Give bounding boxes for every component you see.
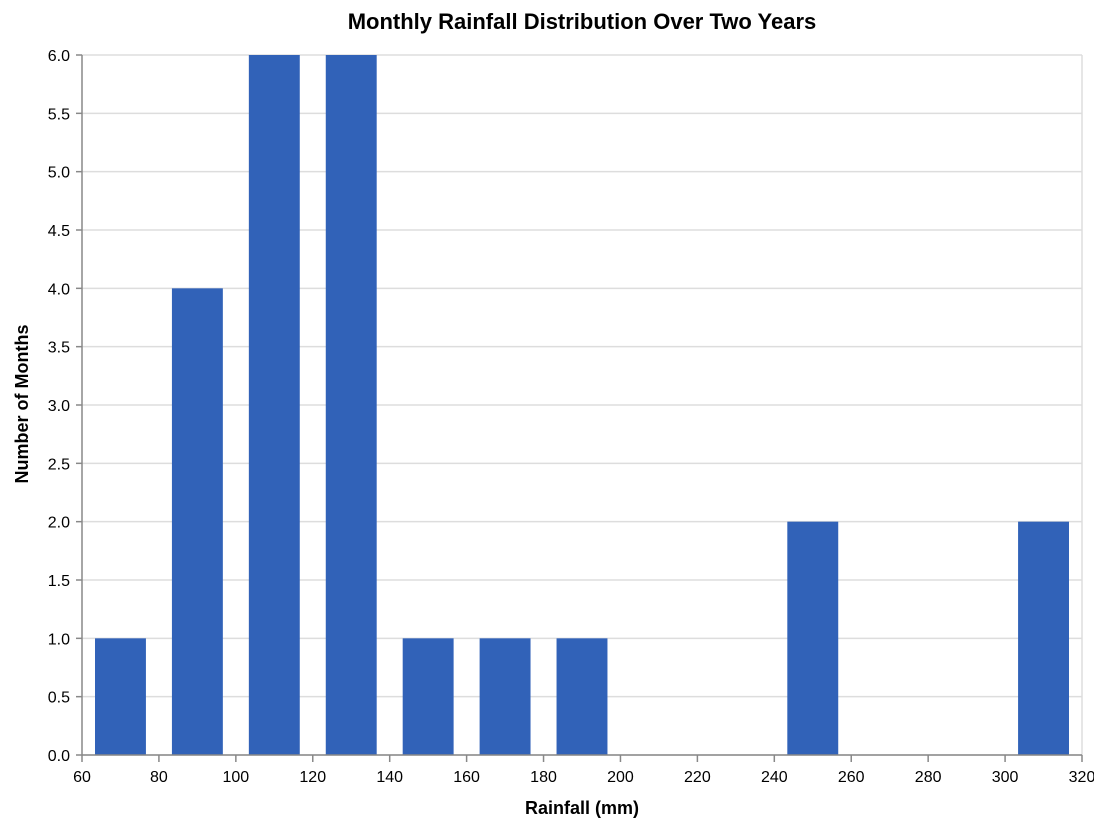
y-tick-label: 3.0 [48, 398, 70, 415]
x-tick-label: 220 [684, 769, 711, 786]
y-tick-label: 5.5 [48, 106, 70, 123]
chart-title: Monthly Rainfall Distribution Over Two Y… [348, 9, 817, 34]
x-tick-label: 300 [992, 769, 1019, 786]
x-tick-label: 280 [915, 769, 942, 786]
y-tick-label: 0.0 [48, 748, 70, 765]
x-tick-label: 240 [761, 769, 788, 786]
grid-layer [82, 54, 1083, 756]
x-tick-label: 260 [838, 769, 865, 786]
y-axis-title: Number of Months [12, 325, 32, 484]
x-tick-label: 100 [222, 769, 249, 786]
x-tick-label: 120 [299, 769, 326, 786]
histogram-bar [402, 638, 454, 755]
x-tick-label: 80 [150, 769, 168, 786]
x-tick-label: 180 [530, 769, 557, 786]
y-tick-label: 4.5 [48, 223, 70, 240]
x-tick-label: 160 [453, 769, 480, 786]
histogram-bar [95, 638, 146, 755]
y-tick-label: 1.5 [48, 573, 70, 590]
axes-layer: 0.0 0.5 1.0 1.5 2.0 2.5 3.0 3.5 4.0 4.5 5.0 5.5 6.0 6… [48, 48, 1094, 786]
x-tick-label: 320 [1069, 769, 1094, 786]
x-tick-label: 200 [607, 769, 634, 786]
x-tick-label: 140 [376, 769, 403, 786]
histogram-bar [556, 638, 608, 755]
histogram-bar [479, 638, 531, 755]
y-tick-label: 0.5 [48, 690, 70, 707]
bars-layer [95, 55, 1069, 755]
y-tick-label: 2.5 [48, 456, 70, 473]
y-tick-label: 6.0 [48, 48, 70, 65]
y-tick-label: 2.0 [48, 515, 70, 532]
histogram-bar [787, 521, 839, 755]
y-tick-label: 1.0 [48, 631, 70, 648]
histogram-bar [171, 288, 223, 755]
x-axis-title: Rainfall (mm) [525, 798, 639, 818]
y-tick-label: 3.5 [48, 340, 70, 357]
y-tick-label: 5.0 [48, 165, 70, 182]
histogram-bar [1018, 521, 1069, 755]
histogram-bar [248, 55, 300, 755]
y-tick-label: 4.0 [48, 281, 70, 298]
histogram-bar [325, 55, 377, 755]
x-tick-label: 60 [73, 769, 91, 786]
